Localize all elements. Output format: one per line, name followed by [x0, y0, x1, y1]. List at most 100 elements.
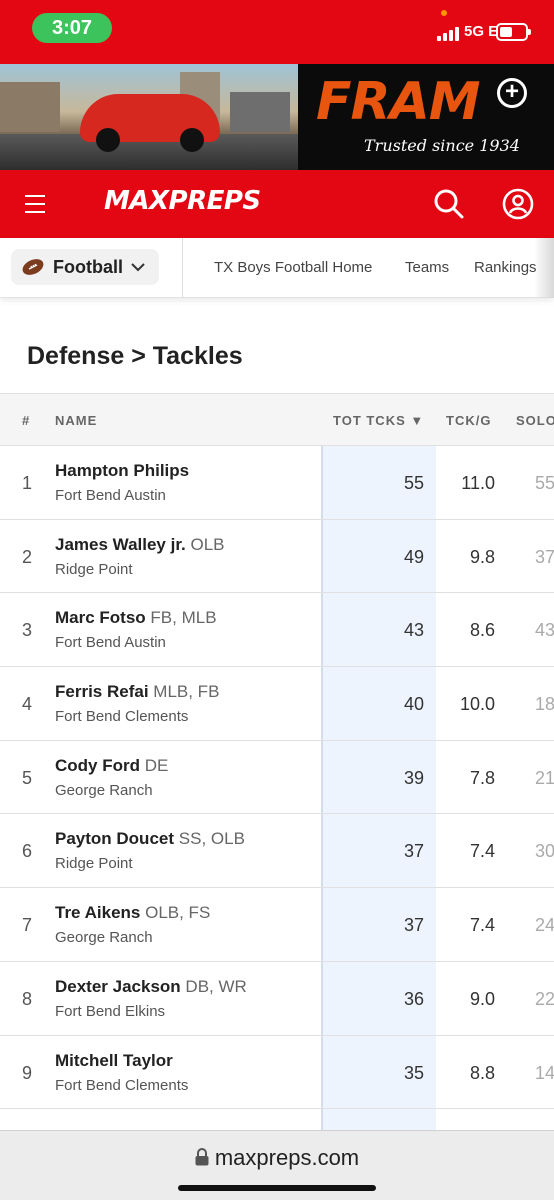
player-school[interactable]: George Ranch: [55, 929, 153, 947]
sport-selector[interactable]: Football: [11, 249, 159, 285]
total-tackles: 55: [403, 473, 424, 493]
ad-brand-panel: FRAM + Trusted since 1934: [298, 64, 554, 170]
table-row[interactable]: 8 Dexter Jackson DB, WR Fort Bend Elkins 36…: [0, 962, 554, 1036]
player-rank: 8: [22, 988, 33, 1009]
url-display[interactable]: maxpreps.com: [0, 1145, 554, 1171]
player-name[interactable]: Payton Doucet SS, OLB: [55, 829, 245, 849]
menu-icon[interactable]: [25, 195, 45, 213]
sport-label: Football: [53, 256, 123, 277]
nav-link-rankings[interactable]: Rankings: [474, 259, 537, 276]
tackles-per-game: 11.0: [461, 473, 495, 493]
table-row[interactable]: 3 Marc Fotso FB, MLB Fort Bend Austin 43 8.6…: [0, 593, 554, 668]
player-name-text: Dexter Jackson: [55, 976, 181, 996]
table-row[interactable]: 9 Mitchell Taylor Fort Bend Clements 35 8.8…: [0, 1036, 554, 1110]
table-row[interactable]: 1 Hampton Philips Fort Bend Austin 55 11.0 5…: [0, 446, 554, 520]
total-tackles: 36: [403, 988, 424, 1009]
player-name[interactable]: Cody Ford DE: [55, 756, 168, 776]
player-name-text: Tre Aikens: [55, 903, 141, 923]
player-rank: 7: [22, 915, 33, 936]
home-indicator: [178, 1185, 376, 1191]
player-name-text: Marc Fotso: [55, 608, 146, 628]
total-tackles: 35: [403, 1062, 424, 1083]
player-school[interactable]: Fort Bend Elkins: [55, 1002, 166, 1020]
ad-tagline: Trusted since 1934: [364, 136, 520, 155]
player-position: OLB: [190, 534, 225, 554]
lock-icon: [195, 1148, 209, 1166]
player-name-text: Cody Ford: [55, 755, 140, 775]
stats-table: # NAME TOT TCKS ▼ TCK/G SOLO 1 Hampton Ph…: [0, 393, 554, 1110]
site-header: MAXPREPS: [0, 170, 554, 238]
player-rank: 2: [22, 546, 33, 567]
tackles-per-game: 8.8: [469, 1062, 495, 1083]
solo-tackles: 30: [535, 841, 554, 862]
sorted-column-highlight: [321, 393, 436, 1133]
plus-icon: +: [497, 78, 527, 108]
player-school[interactable]: Ridge Point: [55, 855, 133, 873]
col-header-name[interactable]: NAME: [55, 413, 98, 428]
player-school[interactable]: Ridge Point: [55, 560, 133, 578]
player-name[interactable]: Mitchell Taylor: [55, 1051, 173, 1071]
player-school[interactable]: George Ranch: [55, 781, 153, 799]
player-name-text: Payton Doucet: [55, 829, 175, 849]
player-name-text: Mitchell Taylor: [55, 1050, 173, 1070]
player-rank: 9: [22, 1062, 33, 1083]
table-row[interactable]: 6 Payton Doucet SS, OLB Ridge Point 37 7.4 30: [0, 814, 554, 889]
total-tackles: 40: [403, 694, 424, 715]
status-bar: 3:07 5G E: [0, 0, 554, 64]
table-row[interactable]: 5 Cody Ford DE George Ranch 39 7.8 21: [0, 741, 554, 815]
player-school[interactable]: Fort Bend Austin: [55, 487, 166, 504]
player-school[interactable]: Fort Bend Austin: [55, 634, 166, 652]
tackles-per-game: 7.4: [469, 915, 495, 936]
tackles-per-game: 7.8: [469, 767, 495, 788]
nav-link-home[interactable]: TX Boys Football Home: [214, 259, 373, 276]
total-tackles: 37: [403, 915, 424, 936]
col-header-solo[interactable]: SOLO: [516, 413, 554, 428]
solo-tackles: 14: [535, 1062, 554, 1083]
player-position: DB, WR: [185, 976, 247, 996]
player-school[interactable]: Fort Bend Clements: [55, 708, 189, 726]
player-position: OLB, FS: [145, 903, 211, 923]
table-row[interactable]: 2 James Walley jr. OLB Ridge Point 49 9.8 37: [0, 520, 554, 594]
player-name[interactable]: Ferris Refai MLB, FB: [55, 682, 219, 702]
tackles-per-game: 9.0: [469, 988, 495, 1009]
table-row[interactable]: 4 Ferris Refai MLB, FB Fort Bend Clements 4…: [0, 667, 554, 741]
table-row[interactable]: 7 Tre Aikens OLB, FS George Ranch 37 7.4 24: [0, 888, 554, 962]
battery-icon: [496, 23, 531, 41]
player-rank: 1: [22, 473, 33, 493]
fram-logo: FRAM: [316, 72, 481, 132]
player-position: FB, MLB: [150, 608, 217, 628]
player-position: DE: [144, 755, 169, 775]
maxpreps-logo[interactable]: MAXPREPS: [104, 186, 261, 216]
player-name[interactable]: Marc Fotso FB, MLB: [55, 608, 217, 628]
col-header-tck-per-game[interactable]: TCK/G: [446, 413, 492, 428]
player-rank: 4: [22, 694, 33, 715]
player-name[interactable]: James Walley jr. OLB: [55, 535, 225, 555]
player-rank: 3: [22, 620, 33, 641]
ad-car-image: [0, 64, 298, 170]
solo-tackles: 22: [535, 988, 554, 1009]
cellular-signal-icon: [437, 25, 459, 41]
browser-url-bar[interactable]: maxpreps.com: [0, 1130, 554, 1200]
player-school[interactable]: Fort Bend Clements: [55, 1076, 189, 1094]
account-icon[interactable]: [502, 188, 534, 220]
ad-banner[interactable]: FRAM + Trusted since 1934: [0, 64, 554, 170]
solo-tackles: 37: [535, 546, 554, 567]
player-name[interactable]: Tre Aikens OLB, FS: [55, 903, 210, 923]
col-header-rank: #: [22, 413, 31, 428]
search-icon[interactable]: [433, 188, 465, 220]
player-name[interactable]: Dexter Jackson DB, WR: [55, 977, 247, 997]
privacy-indicator: [441, 10, 447, 16]
total-tackles: 37: [403, 841, 424, 862]
solo-tackles: 24: [535, 915, 554, 936]
table-header: # NAME TOT TCKS ▼ TCK/G SOLO: [0, 393, 554, 446]
player-position: MLB, FB: [153, 682, 220, 702]
player-name[interactable]: Hampton Philips: [55, 461, 189, 481]
player-rank: 5: [22, 767, 33, 788]
page-title: Defense > Tackles: [27, 342, 243, 370]
col-header-tot-tcks[interactable]: TOT TCKS ▼: [333, 413, 425, 428]
player-position: SS, OLB: [178, 829, 245, 849]
network-type: 5G E: [464, 23, 499, 40]
scroll-fade: [534, 238, 554, 298]
total-tackles: 39: [403, 767, 424, 788]
nav-link-teams[interactable]: Teams: [405, 259, 450, 276]
